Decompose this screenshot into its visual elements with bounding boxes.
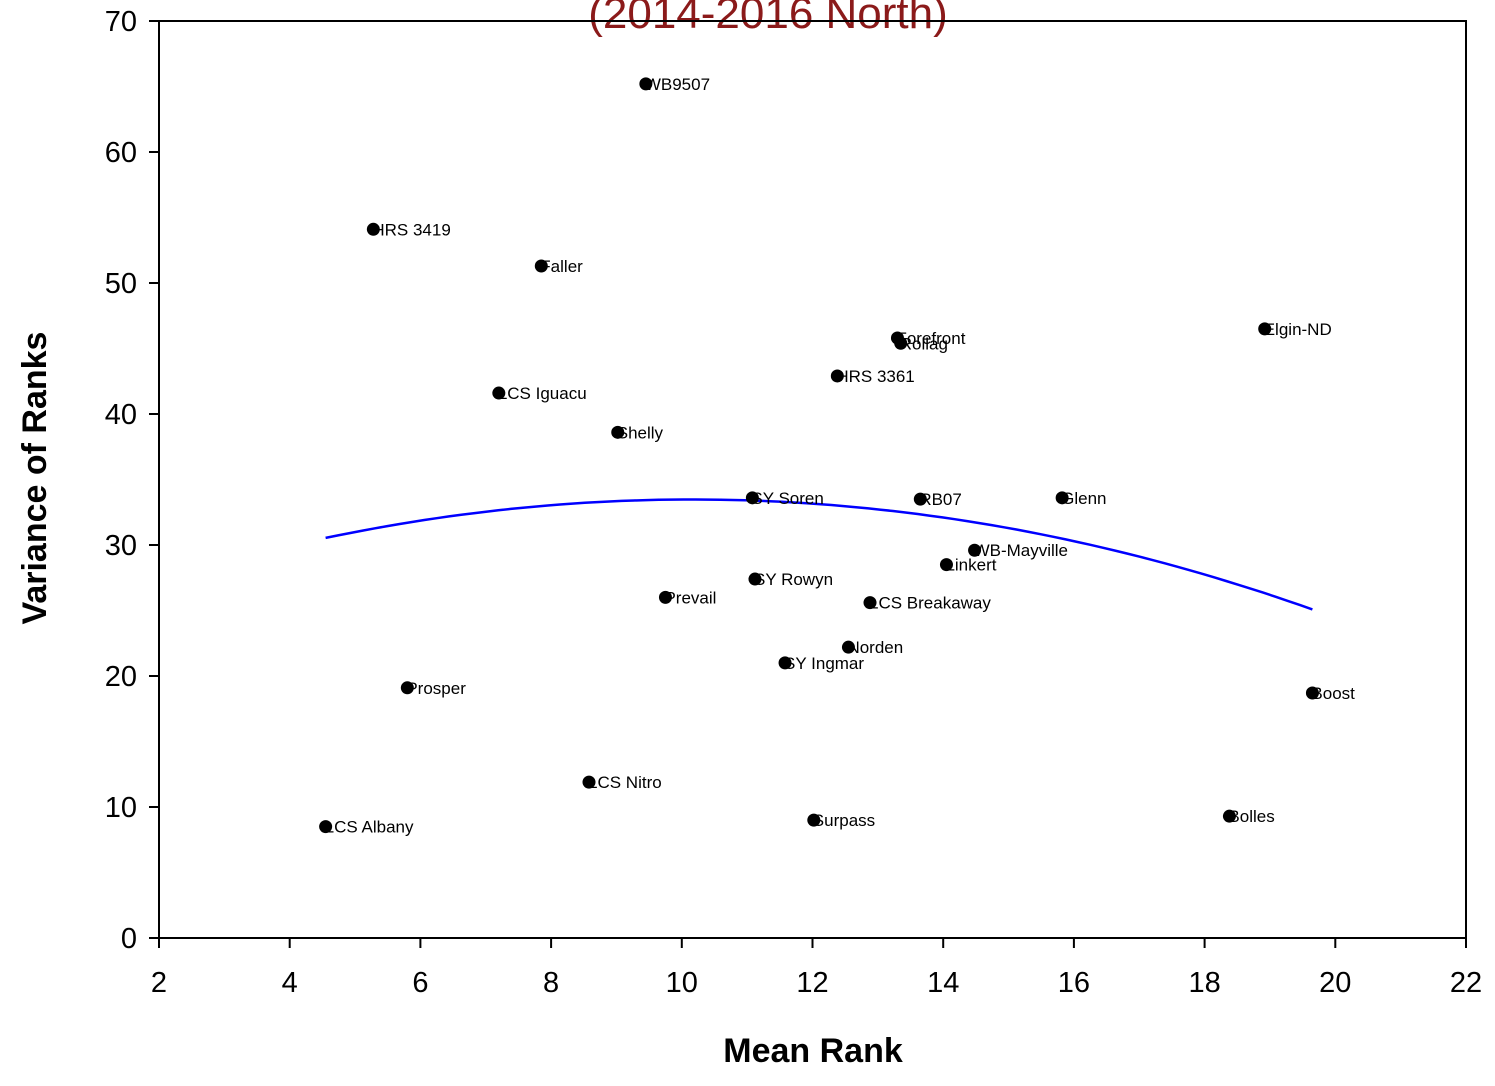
data-point-label: HRS 3361: [836, 367, 914, 386]
data-point-label: Glenn: [1061, 489, 1106, 508]
data-point: [534, 259, 548, 273]
data-point: [1055, 491, 1069, 505]
x-tick-label: 6: [412, 967, 428, 999]
data-point-label: LCS Nitro: [588, 773, 662, 792]
data-point-label: SY Ingmar: [784, 654, 864, 673]
x-tick-label: 20: [1319, 967, 1351, 999]
data-point-label: Prevail: [664, 588, 716, 607]
data-point-label: Elgin-ND: [1264, 320, 1332, 339]
y-axis-title: Variance of Ranks: [16, 332, 54, 625]
x-tick-label: 22: [1450, 967, 1482, 999]
data-point: [400, 681, 414, 695]
x-tick-label: 8: [543, 967, 559, 999]
x-tick-label: 18: [1188, 967, 1220, 999]
data-point-label: RB07: [919, 490, 962, 509]
data-point-label: SY Rowyn: [754, 570, 833, 589]
axes: 2 4 6 8 10 12 14 16 18 20 22 0 10 20 30 40 50 60 70: [105, 6, 1482, 999]
x-tick-label: 2: [151, 967, 167, 999]
data-point: [748, 572, 762, 586]
data-point: [778, 656, 792, 670]
x-tick-label: 10: [666, 967, 698, 999]
x-tick-label: 12: [796, 967, 828, 999]
y-tick-label: 0: [121, 923, 137, 955]
data-point-label: WB9507: [645, 75, 710, 94]
data-point: [968, 543, 982, 557]
data-point-label: Faller: [540, 257, 583, 276]
data-point: [894, 336, 908, 350]
data-point-label: LCS Albany: [325, 818, 414, 837]
data-point: [745, 491, 759, 505]
data-point-label: SY Soren: [751, 489, 823, 508]
x-tick-label: 14: [927, 967, 959, 999]
x-axis-title: Mean Rank: [723, 1032, 903, 1070]
data-point: [1258, 322, 1272, 336]
data-point-label: LCS Breakaway: [869, 594, 991, 613]
data-point-label: Norden: [847, 638, 903, 657]
data-point-label: Surpass: [813, 811, 875, 830]
plot-frame: [158, 20, 1467, 939]
fit-curve-group: [325, 498, 1313, 611]
x-tick-label: 4: [282, 967, 298, 999]
data-point-label: Linkert: [945, 556, 996, 575]
data-point: [658, 590, 672, 604]
y-tick-label: 50: [105, 268, 137, 300]
data-point: [319, 820, 333, 834]
y-tick-label: 40: [105, 399, 137, 431]
data-point-label: Bolles: [1228, 807, 1274, 826]
data-point-label: Forefront: [896, 329, 965, 348]
y-tick-label: 10: [105, 792, 137, 824]
data-point: [639, 77, 653, 91]
data-point: [1305, 686, 1319, 700]
data-point: [841, 640, 855, 654]
chart-title: (2014-2016 North): [588, 0, 948, 38]
data-point: [366, 222, 380, 236]
x-tick-label: 16: [1058, 967, 1090, 999]
data-point: [492, 386, 506, 400]
data-point-label: WB-Mayville: [974, 541, 1068, 560]
data-point: [913, 492, 927, 506]
data-point: [611, 425, 625, 439]
y-tick-label: 30: [105, 530, 137, 562]
data-point-label: Shelly: [617, 423, 664, 442]
data-point: [830, 369, 844, 383]
data-point-label: Boost: [1311, 684, 1355, 703]
data-point-label: HRS 3419: [372, 220, 450, 239]
fit-curve: [325, 498, 1313, 611]
y-tick-label: 20: [105, 661, 137, 693]
data-point: [863, 596, 877, 610]
data-point: [582, 775, 596, 789]
data-point-label: Rollag: [900, 334, 948, 353]
data-point-label: Prosper: [406, 679, 466, 698]
data-point: [807, 813, 821, 827]
y-tick-label: 70: [105, 6, 137, 38]
data-point: [939, 558, 953, 572]
y-tick-label: 60: [105, 137, 137, 169]
data-point: [1222, 809, 1236, 823]
data-point-label: LCS Iguacu: [498, 384, 587, 403]
